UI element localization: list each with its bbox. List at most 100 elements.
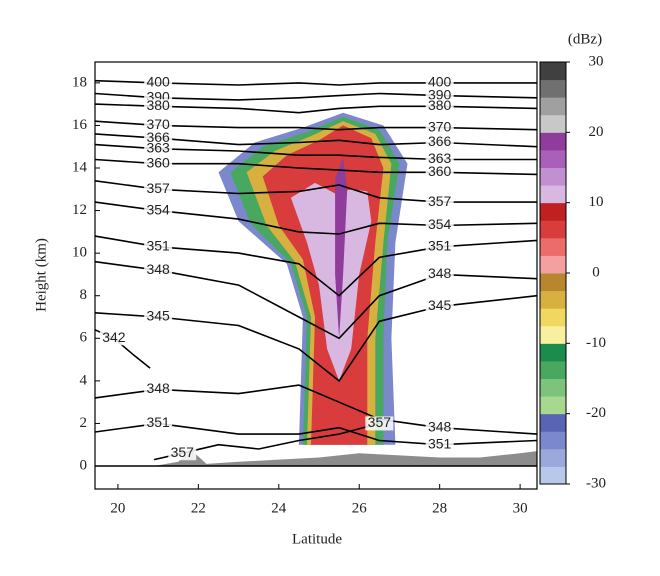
x-tick-label: 24 [271, 500, 287, 516]
contour-label: 400 [146, 74, 170, 90]
colorbar-tick-label: 10 [589, 194, 604, 210]
colorbar-swatch [540, 255, 566, 274]
contour-label-bg [168, 446, 197, 461]
contour-label-bg [425, 267, 454, 282]
contour-label-bg [425, 99, 454, 114]
x-tick-label: 28 [432, 500, 447, 516]
contour-label-bg [365, 416, 394, 431]
y-tick-label: 0 [80, 457, 88, 473]
colorbar-swatch [540, 97, 566, 116]
plot-frame [94, 61, 538, 490]
contour-label-bg [425, 165, 454, 180]
contour-label-bg [425, 152, 454, 167]
contour-label: 360 [428, 163, 452, 179]
contour-label: 366 [428, 133, 452, 149]
x-tick-label: 22 [191, 500, 206, 516]
colorbar-swatch [540, 185, 566, 204]
contour-label-bg [425, 120, 454, 135]
contour-label-bg [425, 135, 454, 150]
contour-label-bg [425, 195, 454, 210]
contour-label-bg [144, 263, 173, 278]
contour-label: 357 [171, 444, 195, 460]
terrain [154, 449, 537, 467]
colorbar-swatch [540, 132, 566, 151]
y-tick-label: 14 [72, 159, 88, 175]
y-tick-label: 6 [80, 330, 88, 346]
colorbar-tick-label: 30 [589, 53, 604, 69]
y-tick-label: 10 [72, 245, 87, 261]
contour-label: 345 [428, 297, 452, 313]
contour-label: 351 [146, 414, 170, 430]
colorbar-swatch [540, 378, 566, 397]
colorbar-swatch [540, 62, 566, 81]
contour-label-bg [144, 310, 173, 325]
contour-label-bg [425, 239, 454, 254]
colorbar-swatch [540, 273, 566, 292]
colorbar-swatch [540, 466, 566, 485]
echo-region [335, 157, 348, 339]
colorbar-tick-label: 20 [589, 124, 604, 140]
colorbar-swatch [540, 220, 566, 239]
contour-label: 400 [428, 74, 452, 90]
colorbar-swatch [540, 413, 566, 432]
contour-label-bg [144, 239, 173, 254]
contour-label: 351 [428, 435, 452, 451]
contour-label-bg [144, 99, 173, 114]
colorbar-tick-label: -10 [586, 335, 606, 351]
colorbar-swatch [540, 308, 566, 327]
contour-label: 348 [146, 380, 170, 396]
contour-label-bg [99, 331, 128, 346]
contour-label: 360 [146, 154, 170, 170]
contour-label-bg [144, 118, 173, 133]
colorbar-swatch [540, 237, 566, 256]
contour-label: 348 [428, 265, 452, 281]
colorbar-swatch [540, 114, 566, 133]
colorbar-swatch [540, 343, 566, 362]
contour-label-bg [425, 218, 454, 233]
contour-label-bg [144, 75, 173, 90]
colorbar-swatch [540, 448, 566, 467]
x-tick-label: 30 [513, 500, 528, 516]
colorbar-swatch [540, 79, 566, 98]
contour-label: 380 [428, 97, 452, 113]
contour-label-bg [425, 75, 454, 90]
contour-label: 370 [428, 118, 452, 134]
colorbar-swatch [540, 202, 566, 221]
y-tick-label: 12 [72, 202, 87, 218]
colorbar-swatch [540, 431, 566, 450]
contour-label: 390 [428, 86, 452, 102]
colorbar-tick-label: -30 [586, 475, 606, 491]
contour-label-bg [144, 382, 173, 397]
colorbar-label: (dBz) [568, 31, 602, 47]
contour-label-bg [425, 437, 454, 452]
y-tick-label: 8 [80, 287, 88, 303]
colorbar-swatch [540, 149, 566, 168]
contour-label: 354 [428, 216, 452, 232]
contour-label: 351 [146, 237, 170, 253]
colorbar-swatch [540, 360, 566, 379]
colorbar-swatch [540, 167, 566, 186]
contour-label-bg [144, 131, 173, 146]
contour-label-bg [144, 156, 173, 171]
y-tick-label: 18 [72, 74, 87, 90]
colorbar-swatch [540, 325, 566, 344]
contour-label: 357 [368, 414, 392, 430]
x-axis-label: Latitude [292, 531, 342, 547]
x-tick-label: 26 [352, 500, 368, 516]
contour-label-bg [144, 182, 173, 197]
contour-label: 342 [102, 329, 126, 345]
contour-label-bg [144, 203, 173, 218]
y-tick-label: 16 [72, 117, 88, 133]
contour-label-bg [425, 299, 454, 314]
colorbar-swatch [540, 290, 566, 309]
contour-label: 354 [146, 201, 170, 217]
contour-label: 363 [428, 150, 452, 166]
contour-label: 351 [428, 237, 452, 253]
contour-label: 348 [428, 418, 452, 434]
contour-label: 357 [146, 180, 170, 196]
contour-label-bg [425, 88, 454, 103]
y-tick-label: 2 [80, 415, 88, 431]
contour-label-bg [144, 141, 173, 156]
y-axis-label: Height (km) [33, 238, 49, 312]
